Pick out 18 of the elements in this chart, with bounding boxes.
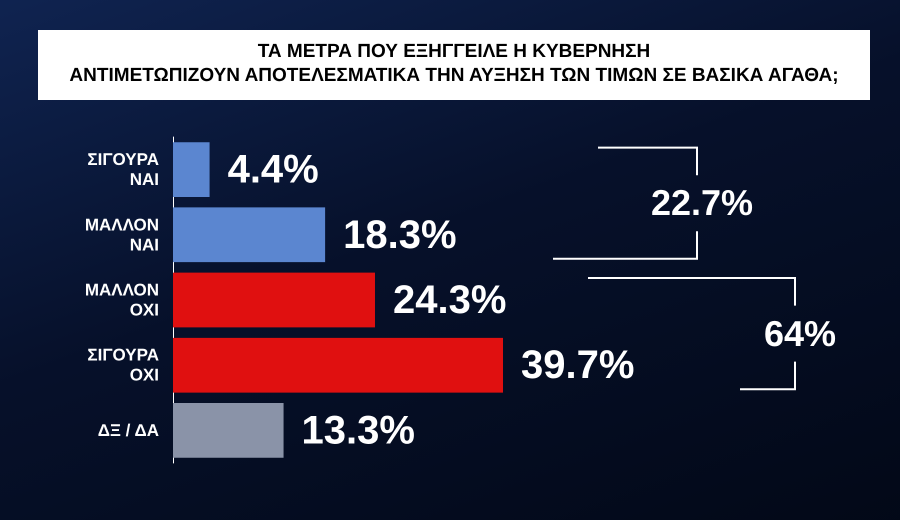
data-label: 4.4%: [228, 148, 319, 192]
bar: [173, 338, 503, 393]
y-tick-label: ΣΙΓΟΥΡΑ ΝΑΙ: [87, 150, 159, 190]
bar: [173, 403, 284, 458]
data-label: 24.3%: [392, 278, 506, 322]
text: 22.7%: [650, 182, 754, 224]
y-tick-label: ΣΙΓΟΥΡΑ ΟΧΙ: [87, 346, 159, 385]
text: 64%: [764, 312, 836, 355]
chart-title: ΤΑ ΜΕΤΡΑ ΠΟΥ ΕΞΗΓΓΕΙΛΕ Η ΚΥΒΕΡΝΗΣΗ ΑΝΤΙΜΕΤΩΠΙΖΟΥΝ ΑΠΟΤΕΛΕΣΜΑΤΙΚΑ ΤΗΝ ΑΥΞΗΣΗ ΤΩΝ ΤΙΜΩΝ ΣΕ ΒΑΣΙΚΑ ΑΓΑΘΑ;: [38, 30, 870, 100]
data-label: 39.7%: [521, 343, 634, 388]
bar: [173, 142, 210, 197]
data-label: 18.3%: [343, 212, 457, 257]
data-label: 13.3%: [302, 408, 415, 452]
y-tick-label: ΔΞ / ΔΑ: [98, 420, 159, 440]
y-tick-label: ΜΑΛΛΟΝ ΝΑΙ: [84, 215, 159, 254]
y-tick-label: ΜΑΛΛΟΝ ΟΧΙ: [84, 280, 159, 320]
bar: [173, 272, 375, 328]
bar: [173, 207, 326, 262]
